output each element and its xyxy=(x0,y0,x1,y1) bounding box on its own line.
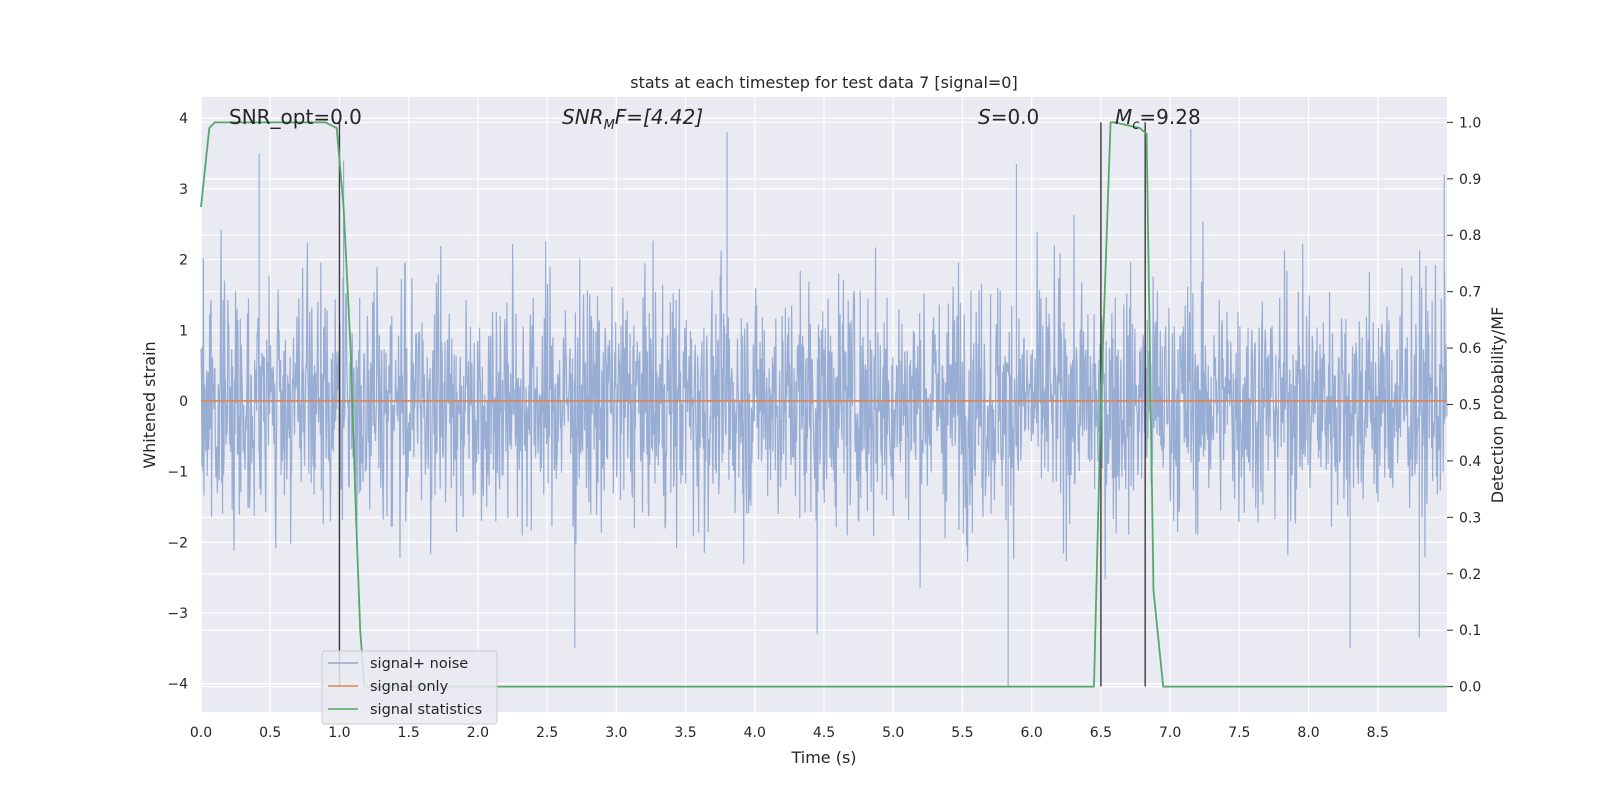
x-tick-label: 3.5 xyxy=(674,725,696,741)
x-tick-label: 2.0 xyxy=(467,725,489,741)
y-tick-label: −2 xyxy=(167,535,188,551)
x-tick-label: 8.5 xyxy=(1367,725,1389,741)
y-tick-label: 0 xyxy=(179,394,188,410)
x-tick-label: 0.5 xyxy=(259,725,281,741)
y2-tick-label: 0.4 xyxy=(1459,454,1481,470)
y2-tick-label: 0.5 xyxy=(1459,398,1481,414)
annotation-mc: Mc=9.28 xyxy=(1115,105,1201,133)
y2-axis-ticks: 0.0 0.1 0.2 0.3 0.4 0.5 0.6 0.7 0.8 0.9 1.0 xyxy=(1447,115,1481,696)
y2-tick-label: 0.3 xyxy=(1459,510,1481,526)
y2-tick-label: 0.6 xyxy=(1459,341,1481,357)
y-axis-label: Whitened strain xyxy=(140,341,159,468)
y-tick-label: 1 xyxy=(179,323,188,339)
x-tick-label: 3.0 xyxy=(605,725,627,741)
x-tick-label: 5.0 xyxy=(882,725,904,741)
x-tick-label: 8.0 xyxy=(1297,725,1319,741)
annotation-snr-mf: SNRMF=[4.42] xyxy=(562,105,703,133)
y-tick-label: 3 xyxy=(179,182,188,198)
y-tick-label: −1 xyxy=(167,465,188,481)
y2-tick-label: 0.0 xyxy=(1459,680,1481,696)
legend-label-signal-statistics: signal statistics xyxy=(370,702,482,718)
x-tick-label: 7.0 xyxy=(1159,725,1181,741)
legend: signal+ noise signal only signal statist… xyxy=(321,650,498,725)
legend-box xyxy=(321,650,498,725)
x-tick-label: 5.5 xyxy=(951,725,973,741)
x-axis-ticks: 0.0 0.5 1.0 1.5 2.0 2.5 3.0 3.5 4.0 4.5 5.0 5.5 6.0 6… xyxy=(190,725,1389,741)
legend-label-signal-plus-noise: signal+ noise xyxy=(370,656,468,672)
x-tick-label: 4.0 xyxy=(744,725,766,741)
y-tick-label: 4 xyxy=(179,111,188,127)
annotation-s: S=0.0 xyxy=(978,105,1039,129)
y2-tick-label: 0.7 xyxy=(1459,285,1481,301)
y2-tick-label: 1.0 xyxy=(1459,115,1481,131)
x-tick-label: 7.5 xyxy=(1228,725,1250,741)
y2-tick-label: 0.2 xyxy=(1459,567,1481,583)
y-axis-ticks: −4 −3 −2 −1 0 1 2 3 4 xyxy=(167,111,188,693)
x-tick-label: 1.5 xyxy=(398,725,420,741)
y-tick-label: −4 xyxy=(167,677,188,693)
x-tick-label: 0.0 xyxy=(190,725,212,741)
legend-label-signal-only: signal only xyxy=(370,679,449,695)
y-tick-label: −3 xyxy=(167,606,188,622)
annotation-snr-opt: SNR_opt=0.0 xyxy=(229,105,362,129)
x-axis-label: Time (s) xyxy=(790,748,856,767)
y2-axis-label: Detection probability/MF xyxy=(1488,307,1507,504)
y-tick-label: 2 xyxy=(179,253,188,269)
y2-tick-label: 0.1 xyxy=(1459,623,1481,639)
y2-tick-label: 0.9 xyxy=(1459,172,1481,188)
x-tick-label: 6.5 xyxy=(1090,725,1112,741)
chart-title: stats at each timestep for test data 7 [… xyxy=(630,73,1017,92)
x-tick-label: 1.0 xyxy=(328,725,350,741)
x-tick-label: 4.5 xyxy=(813,725,835,741)
x-tick-label: 2.5 xyxy=(536,725,558,741)
x-tick-label: 6.0 xyxy=(1021,725,1043,741)
y2-tick-label: 0.8 xyxy=(1459,228,1481,244)
